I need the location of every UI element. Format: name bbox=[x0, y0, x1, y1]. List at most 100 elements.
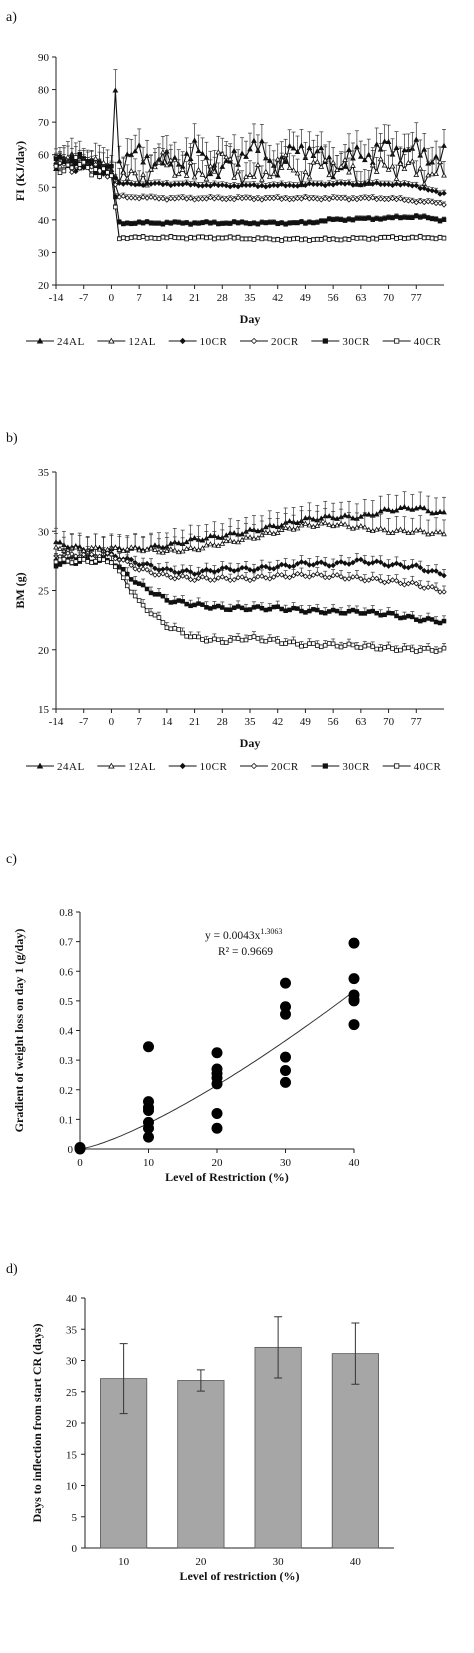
b-data-point-10CR bbox=[397, 561, 404, 568]
a-data-point-20CR bbox=[274, 194, 281, 201]
a-y-tick-label: 90 bbox=[38, 52, 50, 64]
a-data-point-20CR bbox=[318, 196, 325, 203]
a-data-point-10CR bbox=[354, 181, 360, 187]
b-data-point-40CR bbox=[93, 558, 98, 564]
a-data-point-24AL bbox=[132, 148, 139, 154]
b-data-point-20CR bbox=[314, 571, 321, 577]
panel-d-label: d) bbox=[6, 1262, 18, 1277]
b-data-point-20CR bbox=[346, 575, 352, 582]
a-data-point-30CR bbox=[152, 221, 158, 226]
b-data-point-40CR bbox=[366, 642, 372, 648]
a-data-point-40CR bbox=[318, 237, 324, 242]
a-data-point-30CR bbox=[57, 154, 63, 160]
a-data-point-20CR bbox=[425, 198, 431, 205]
b-legend-label: 40CR bbox=[414, 761, 442, 773]
b-data-point-24AL bbox=[401, 503, 408, 510]
a-data-point-30CR bbox=[196, 221, 201, 226]
a-data-point-20CR bbox=[104, 174, 111, 180]
a-data-point-30CR bbox=[437, 218, 443, 224]
b-data-point-30CR bbox=[196, 601, 201, 606]
b-data-point-12AL bbox=[441, 531, 447, 537]
a-data-point-30CR bbox=[144, 219, 150, 225]
b-data-point-20CR bbox=[354, 573, 360, 580]
b-data-point-30CR bbox=[410, 614, 415, 620]
a-data-point-12AL bbox=[156, 159, 162, 165]
d-axes: 0 5 10 15 20 25 30 35 40 10 20 30 40 Level of restric… bbox=[30, 1293, 394, 1583]
a-data-point-40CR bbox=[220, 235, 225, 241]
a-data-point-24AL bbox=[215, 173, 222, 179]
a-data-point-12AL bbox=[92, 155, 99, 161]
b-data-point-10CR bbox=[385, 563, 392, 569]
b-data-point-10CR bbox=[183, 567, 190, 574]
b-data-point-12AL bbox=[346, 523, 352, 530]
c-data-point bbox=[280, 1051, 291, 1063]
b-data-point-40CR bbox=[97, 557, 102, 562]
b-data-point-30CR bbox=[208, 606, 213, 611]
c-data-point bbox=[211, 1047, 223, 1059]
a-data-point-30CR bbox=[326, 216, 332, 222]
a-data-point-20CR bbox=[144, 195, 150, 201]
a-legend-marker bbox=[108, 337, 115, 344]
a-data-point-12AL bbox=[334, 166, 340, 172]
b-data-point-12AL bbox=[262, 529, 269, 535]
a-data-point-24AL bbox=[298, 142, 305, 148]
a-data-point-12AL bbox=[342, 156, 348, 162]
b-data-point-12AL bbox=[195, 546, 202, 553]
b-legend-label: 20CR bbox=[271, 761, 299, 773]
a-data-point-30CR bbox=[231, 219, 237, 225]
a-data-point-20CR bbox=[413, 199, 420, 206]
b-data-point-12AL bbox=[163, 547, 170, 553]
c-y-tick-label: 0.5 bbox=[59, 996, 73, 1008]
b-data-point-12AL bbox=[231, 538, 238, 545]
b-data-point-10CR bbox=[278, 561, 285, 568]
b-data-point-20CR bbox=[274, 571, 281, 578]
a-data-point-12AL bbox=[219, 150, 226, 157]
a-data-point-40CR bbox=[53, 163, 59, 169]
a-data-point-30CR bbox=[148, 220, 154, 226]
b-data-point-12AL bbox=[310, 523, 317, 529]
a-data-point-24AL bbox=[318, 144, 325, 151]
b-x-tick-label: -14 bbox=[49, 716, 64, 728]
a-data-point-30CR bbox=[338, 217, 344, 222]
a-data-point-12AL bbox=[369, 162, 376, 168]
a-data-point-30CR bbox=[271, 220, 277, 225]
b-data-point-12AL bbox=[274, 529, 281, 535]
a-data-point-40CR bbox=[200, 234, 205, 240]
b-data-point-40CR bbox=[267, 637, 273, 642]
a-data-point-40CR bbox=[164, 235, 170, 241]
b-data-point-40CR bbox=[251, 634, 257, 639]
a-data-point-24AL bbox=[326, 154, 333, 160]
a-data-point-10CR bbox=[128, 181, 134, 187]
b-data-point-10CR bbox=[247, 567, 253, 573]
b-data-point-10CR bbox=[429, 567, 435, 574]
a-data-point-40CR bbox=[374, 236, 379, 242]
a-data-point-10CR bbox=[342, 181, 348, 187]
a-data-point-40CR bbox=[231, 235, 237, 241]
b-legend-marker bbox=[322, 763, 328, 769]
a-data-point-24AL bbox=[195, 147, 202, 154]
a-data-point-10CR bbox=[183, 180, 190, 187]
a-data-point-20CR bbox=[381, 196, 388, 203]
a-data-point-40CR bbox=[148, 235, 154, 241]
c-data-point bbox=[280, 1008, 291, 1020]
b-legend: 24AL 12AL 10CR 20CR 30CR 40CR bbox=[26, 761, 442, 773]
a-data-point-30CR bbox=[156, 221, 162, 226]
a-data-point-20CR bbox=[140, 194, 146, 200]
b-data-point-12AL bbox=[377, 525, 384, 531]
a-data-point-12AL bbox=[100, 159, 107, 165]
a-data-point-20CR bbox=[227, 196, 233, 202]
b-data-point-40CR bbox=[358, 645, 364, 651]
b-data-point-12AL bbox=[88, 544, 95, 550]
a-data-point-20CR bbox=[346, 197, 352, 203]
b-data-point-12AL bbox=[72, 544, 79, 550]
a-data-point-20CR bbox=[152, 195, 158, 201]
a-data-point-12AL bbox=[397, 160, 404, 166]
a-data-point-12AL bbox=[409, 158, 416, 164]
a-data-point-30CR bbox=[362, 216, 368, 221]
a-x-tick-label: -7 bbox=[79, 292, 89, 304]
a-data-point-10CR bbox=[207, 183, 214, 189]
b-data-point-24AL bbox=[409, 506, 416, 512]
b-data-point-30CR bbox=[394, 613, 399, 619]
b-data-point-20CR bbox=[187, 576, 194, 583]
a-data-point-10CR bbox=[116, 180, 123, 186]
